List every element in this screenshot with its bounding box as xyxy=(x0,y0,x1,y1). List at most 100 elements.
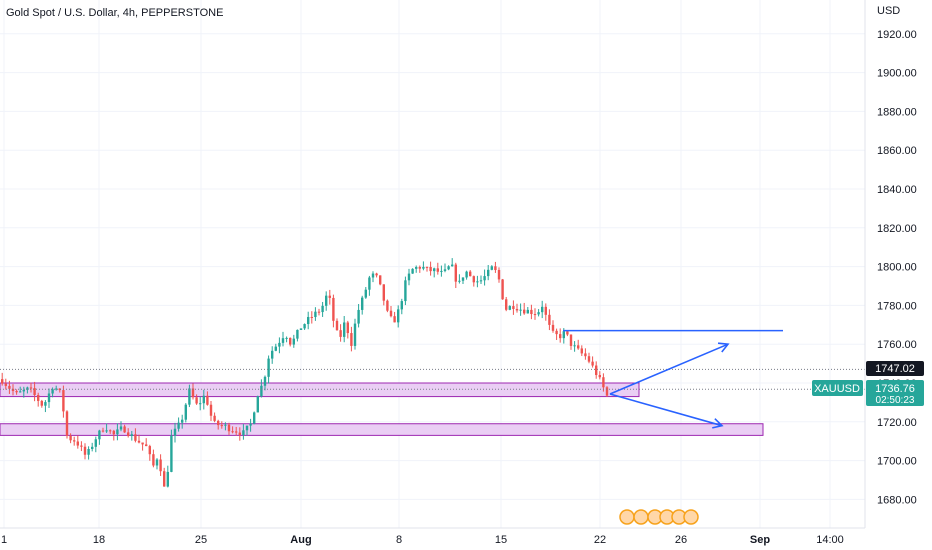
support-zone[interactable] xyxy=(0,382,640,398)
candle-body xyxy=(436,268,439,272)
projection-arrow-down[interactable] xyxy=(609,393,723,427)
candle-body xyxy=(375,273,378,276)
candle-body xyxy=(76,441,79,446)
candle-body xyxy=(544,306,547,315)
candle-body xyxy=(433,268,436,272)
candle-body xyxy=(487,269,490,277)
drawings[interactable] xyxy=(0,329,865,429)
time-labels: 1 18 25 Aug 8 15 22 26 Sep 14:00 xyxy=(1,534,844,546)
time-tick-label: 14:00 xyxy=(816,534,844,546)
candle-body xyxy=(51,389,54,394)
candle-body xyxy=(267,358,270,377)
time-tick-label: 18 xyxy=(93,534,105,546)
price-tick-label: 1920.00 xyxy=(877,29,917,41)
candle-body xyxy=(605,387,609,396)
candle-body xyxy=(469,271,472,277)
marker-price-tag: 1747.02 xyxy=(866,361,924,376)
price-tick-label: 1840.00 xyxy=(877,184,917,196)
candle-body xyxy=(281,338,285,343)
candle-body xyxy=(245,425,249,431)
candle-body xyxy=(371,273,375,278)
marker-price: 1747.02 xyxy=(875,363,915,375)
candle-body xyxy=(37,395,40,401)
candle-body xyxy=(602,377,605,388)
candle-body xyxy=(256,396,259,413)
candle-body xyxy=(47,393,51,403)
candle-body xyxy=(310,316,313,318)
symbol-tag[interactable]: XAUUSD xyxy=(812,380,863,396)
projection-arrow-up[interactable] xyxy=(609,343,729,395)
candle-body xyxy=(130,434,133,436)
candle-body xyxy=(134,434,137,441)
time-tick-label: 22 xyxy=(594,534,606,546)
candle-body xyxy=(152,454,155,466)
last-price-tag: 1736.76 02:50:23 xyxy=(866,380,924,406)
candle-body xyxy=(368,277,371,290)
candle-body xyxy=(472,276,475,283)
candle-body xyxy=(465,271,468,278)
time-tick-label: Aug xyxy=(290,534,311,546)
candle-body xyxy=(425,266,429,268)
candle-body xyxy=(177,422,180,429)
candle-body xyxy=(548,314,551,325)
candle-body xyxy=(83,446,87,455)
candle-body xyxy=(195,397,198,404)
candle-body xyxy=(127,432,130,436)
candle-body xyxy=(109,430,112,432)
last-price: 1736.76 xyxy=(875,383,915,395)
economic-events[interactable] xyxy=(619,509,699,525)
candle-body xyxy=(483,276,486,281)
candle-body xyxy=(505,299,508,310)
candle-body xyxy=(584,353,587,357)
candle-body xyxy=(397,309,400,323)
support-zones[interactable] xyxy=(0,382,764,436)
event-icon[interactable] xyxy=(633,509,649,525)
price-tick-label: 1900.00 xyxy=(877,68,917,80)
candle-body xyxy=(19,391,22,393)
candle-body xyxy=(40,400,43,406)
price-scale[interactable]: USD 1920.001900.001880.001860.001840.001… xyxy=(864,0,917,528)
candle-body xyxy=(112,430,115,435)
support-zone[interactable] xyxy=(0,423,764,436)
candle-body xyxy=(238,432,241,436)
candle-body xyxy=(199,403,202,405)
candle-body xyxy=(494,266,497,270)
time-tick-label: 15 xyxy=(495,534,507,546)
candle-body xyxy=(598,375,601,378)
candle-body xyxy=(595,365,598,376)
candle-body xyxy=(73,440,76,442)
candle-body xyxy=(317,311,321,313)
event-icon[interactable] xyxy=(619,509,635,525)
candle-body xyxy=(346,322,349,334)
candle-body xyxy=(325,295,328,306)
candle-body xyxy=(382,284,385,301)
candle-body xyxy=(350,333,353,346)
time-scale[interactable]: 1 18 25 Aug 8 15 22 26 Sep 14:00 xyxy=(0,527,865,546)
candle-body xyxy=(559,334,562,339)
event-icon[interactable] xyxy=(683,509,699,525)
candle-body xyxy=(166,471,169,487)
candle-body xyxy=(87,448,90,455)
time-tick-label: 25 xyxy=(195,534,207,546)
price-labels: 1920.00 1900.00 1880.00 1860.00 1840.00 1820.… xyxy=(877,29,917,507)
candle-body xyxy=(4,383,7,386)
candle-body xyxy=(260,385,263,397)
candle-body xyxy=(26,387,29,390)
candle-body xyxy=(501,279,504,300)
candle-body xyxy=(159,459,162,472)
candle-body xyxy=(206,395,209,405)
time-tick-label: 1 xyxy=(1,534,7,546)
candle-body xyxy=(181,419,184,423)
chart-title: Gold Spot / U.S. Dollar, 4h, PEPPERSTONE xyxy=(6,7,223,19)
price-tick-label: 1780.00 xyxy=(877,300,917,312)
candle-body xyxy=(163,471,166,487)
time-tick-label: 8 xyxy=(396,534,402,546)
candle-body xyxy=(404,280,407,302)
candle-body xyxy=(148,446,151,455)
candle-body xyxy=(353,323,357,346)
candle-body xyxy=(173,428,177,436)
candle-body xyxy=(209,404,213,416)
candle-body xyxy=(587,356,591,362)
candle-body xyxy=(523,309,526,314)
